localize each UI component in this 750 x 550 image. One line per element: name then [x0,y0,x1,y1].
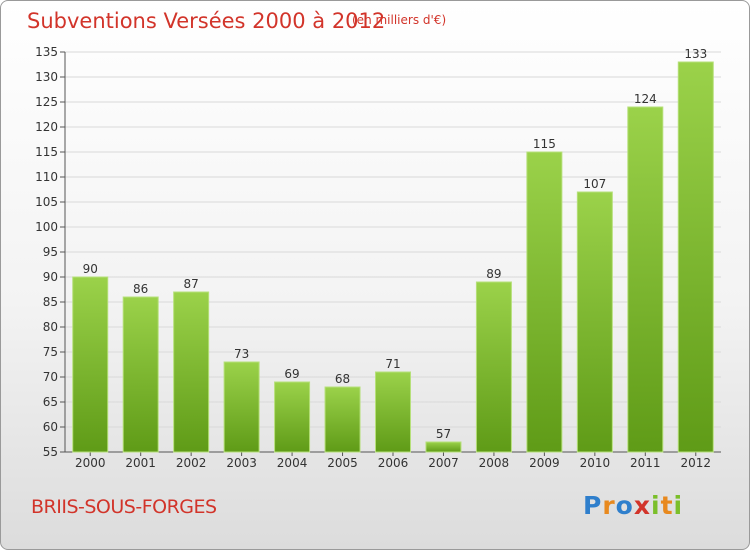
x-tick-label: 2010 [580,456,611,470]
bar [223,361,260,453]
value-label: 87 [184,277,199,291]
bar [72,276,109,453]
value-label: 86 [133,282,148,296]
y-tick-label: 55 [43,445,58,459]
value-label: 71 [385,357,400,371]
y-tick-label: 65 [43,395,58,409]
bars [72,61,714,453]
logo-letter: r [602,491,616,520]
x-tick-label: 2004 [277,456,308,470]
y-tick-label: 90 [43,270,58,284]
logo-letter: i [651,491,661,520]
y-tick-label: 110 [35,170,58,184]
logo-letter: x [633,491,651,520]
logo-letter: P [583,491,603,520]
logo-letter: o [615,491,634,520]
proxiti-logo: Proxiti [583,491,683,520]
y-tick-label: 125 [35,95,58,109]
value-label: 69 [284,367,299,381]
x-tick-label: 2007 [428,456,459,470]
bar [122,296,159,453]
bar [677,61,714,453]
units-note: (en milliers d'€) [352,13,447,27]
value-label: 90 [83,262,98,276]
logo-letter: i [673,491,684,520]
value-label: 115 [533,137,556,151]
y-tick-label: 120 [35,120,58,134]
bar [173,291,210,453]
chart-title: Subventions Versées 2000 à 2012 [27,9,386,33]
x-tick-label: 2003 [226,456,257,470]
x-tick-label: 2012 [680,456,711,470]
value-label: 89 [486,267,501,281]
y-tick-label: 100 [35,220,58,234]
y-tick-label: 130 [35,70,58,84]
y-tick-label: 115 [35,145,58,159]
x-tick-label: 2009 [529,456,560,470]
bar [576,191,613,453]
y-tick-label: 75 [43,345,58,359]
value-label: 133 [684,47,707,61]
x-tick-label: 2006 [378,456,409,470]
bar [475,281,512,453]
y-tick-label: 80 [43,320,58,334]
logo-letter: t [660,491,674,520]
y-tick-label: 95 [43,245,58,259]
bar [375,371,411,453]
bar [274,381,311,453]
bar [627,106,664,453]
value-label: 68 [335,372,350,386]
value-label: 57 [436,427,451,441]
x-tick-label: 2002 [176,456,207,470]
x-tick-label: 2005 [327,456,358,470]
y-tick-label: 135 [35,45,58,59]
x-tick-label: 2001 [125,456,156,470]
bar [324,386,361,453]
y-tick-label: 105 [35,195,58,209]
value-label: 124 [634,92,657,106]
y-tick-label: 60 [43,420,58,434]
y-tick-label: 85 [43,295,58,309]
x-tick-label: 2011 [630,456,661,470]
y-tick-label: 70 [43,370,58,384]
commune-name: BRIIS-SOUS-FORGES [31,496,217,518]
bar [425,441,462,453]
bar [526,151,563,453]
x-tick-label: 2008 [479,456,510,470]
labels: 55 60 65 70 75 80 85 90 95 100 105 110 115 120 125 130 1… [35,45,711,470]
x-tick-label: 2000 [75,456,106,470]
value-label: 107 [583,177,606,191]
value-label: 73 [234,347,249,361]
